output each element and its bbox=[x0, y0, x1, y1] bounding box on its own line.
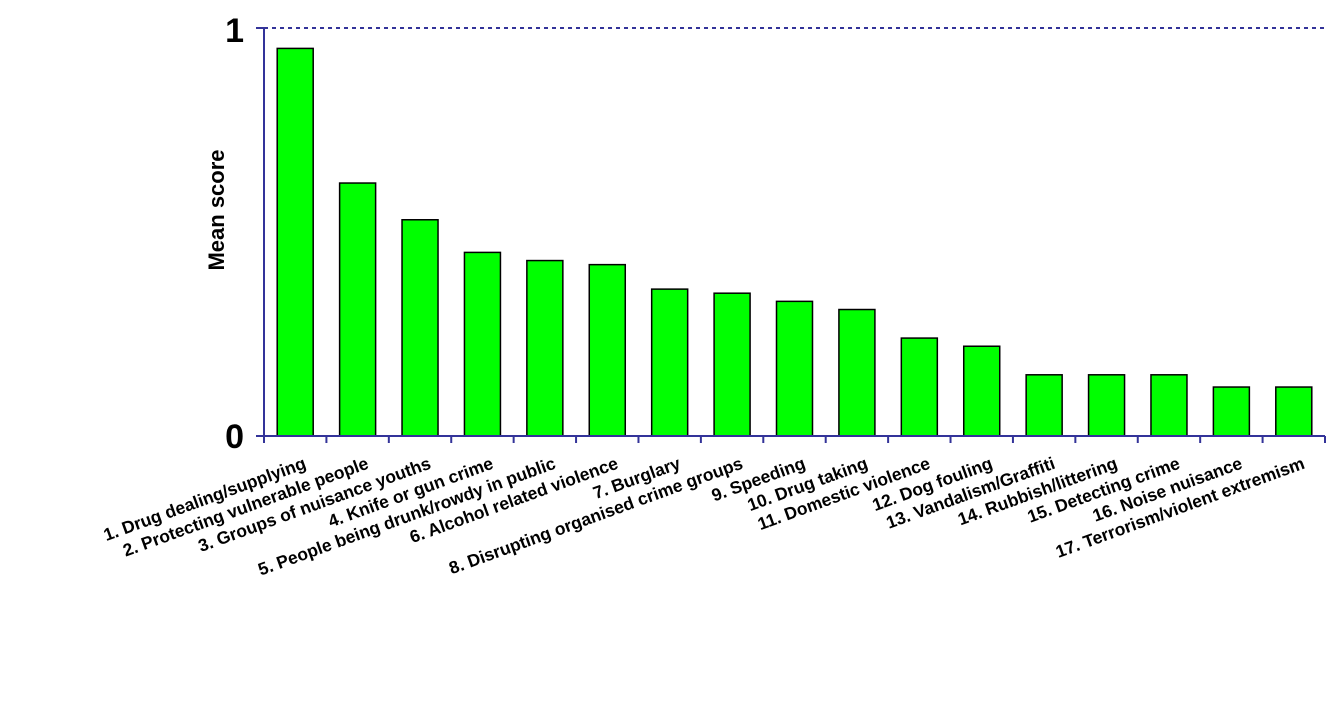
bar-9 bbox=[775, 300, 814, 437]
bar-14 bbox=[1087, 374, 1126, 437]
bar-16 bbox=[1212, 386, 1251, 437]
bar-8 bbox=[713, 292, 751, 437]
bar-6 bbox=[588, 263, 627, 437]
bar-5 bbox=[526, 259, 564, 437]
bar-3 bbox=[401, 219, 439, 437]
axes-group bbox=[256, 27, 1326, 443]
y-tick-label-0: 0 bbox=[225, 418, 244, 456]
bar-17 bbox=[1275, 386, 1313, 437]
bar-4 bbox=[463, 251, 502, 437]
bars-group bbox=[276, 47, 1313, 437]
bar-7 bbox=[650, 288, 689, 437]
bar-12 bbox=[962, 345, 1001, 437]
y-tick-label-1: 1 bbox=[225, 12, 244, 50]
bar-10 bbox=[838, 308, 876, 437]
bar-2 bbox=[338, 182, 377, 437]
bar-11 bbox=[900, 337, 939, 437]
bar-1 bbox=[276, 47, 314, 437]
bar-15 bbox=[1150, 374, 1188, 437]
y-axis-title: Mean score bbox=[204, 149, 229, 270]
bar-13 bbox=[1025, 374, 1063, 437]
